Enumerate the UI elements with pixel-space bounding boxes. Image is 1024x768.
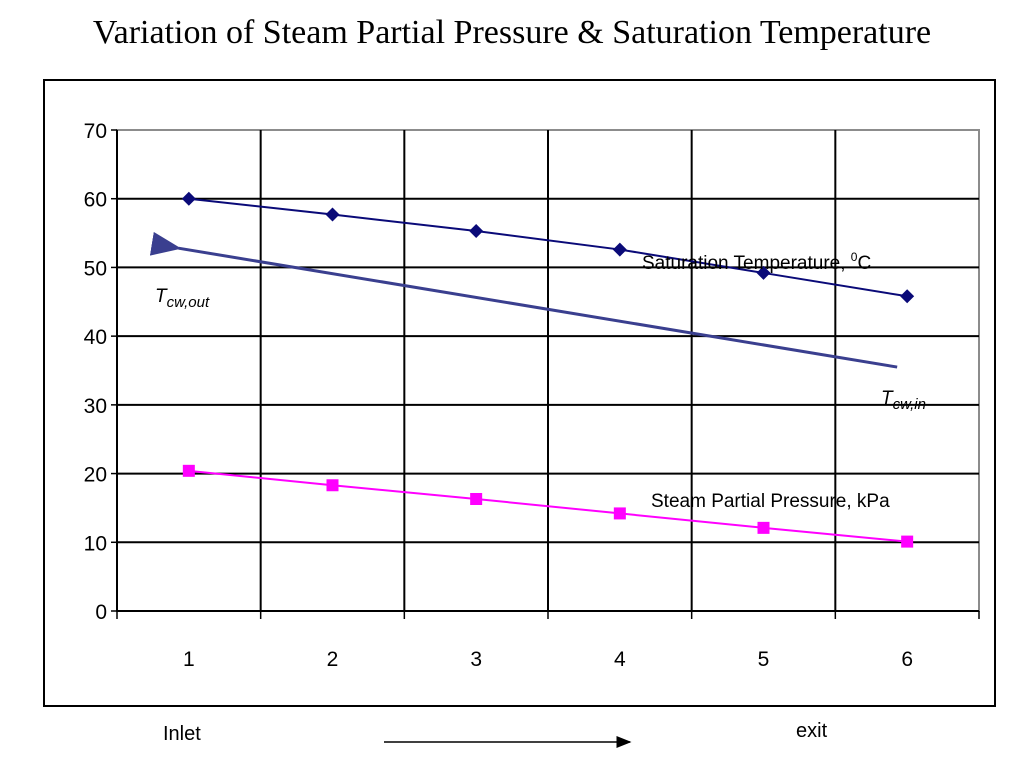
chart-frame [43, 79, 996, 707]
saturation-temperature-label: Saturation Temperature, 0C [642, 250, 871, 274]
data-point-square [470, 492, 483, 505]
data-point-square [613, 507, 626, 520]
tcw-in-label: Tcw,in [881, 388, 926, 413]
data-point-diamond [469, 224, 484, 239]
axis-layer: 0 10 20 30 40 50 60 70 1 2 3 4 5 6 [84, 120, 980, 671]
series-line-2 [188, 469, 908, 543]
y-tick-label: 20 [84, 464, 107, 487]
data-point-diamond [900, 289, 915, 304]
data-point-diamond [325, 207, 340, 222]
tcw-out-label: Tcw,out [155, 286, 210, 311]
y-tick-label: 60 [84, 189, 107, 212]
chart-title: Variation of Steam Partial Pressure & Sa… [92, 14, 932, 51]
cooling-water-arrow [149, 231, 898, 369]
steam-partial-pressure-label: Steam Partial Pressure, kPa [651, 491, 890, 512]
x-tick-label: 6 [901, 648, 913, 671]
data-point-square [326, 479, 339, 492]
x-tick-label: 5 [758, 648, 770, 671]
data-point-square [182, 464, 195, 477]
data-point-square [901, 535, 914, 548]
exit-label: exit [796, 720, 828, 742]
x-tick-label: 3 [470, 648, 482, 671]
y-tick-label: 10 [84, 532, 107, 555]
data-point-diamond [612, 242, 627, 257]
grid-layer [116, 129, 980, 612]
x-tick-label: 4 [614, 648, 626, 671]
y-tick-label: 40 [84, 326, 107, 349]
y-tick-label: 0 [95, 601, 107, 624]
data-point-diamond [756, 265, 771, 280]
inlet-label: Inlet [163, 723, 201, 745]
data-point-square [757, 521, 770, 534]
x-tick-label: 2 [327, 648, 339, 671]
series-layer [149, 191, 915, 548]
y-tick-label: 30 [84, 395, 107, 418]
series-line-1 [188, 197, 908, 298]
x-tick-label: 1 [183, 648, 195, 671]
data-point-diamond [181, 191, 196, 206]
y-tick-label: 50 [84, 257, 107, 280]
y-tick-label: 70 [84, 120, 107, 143]
